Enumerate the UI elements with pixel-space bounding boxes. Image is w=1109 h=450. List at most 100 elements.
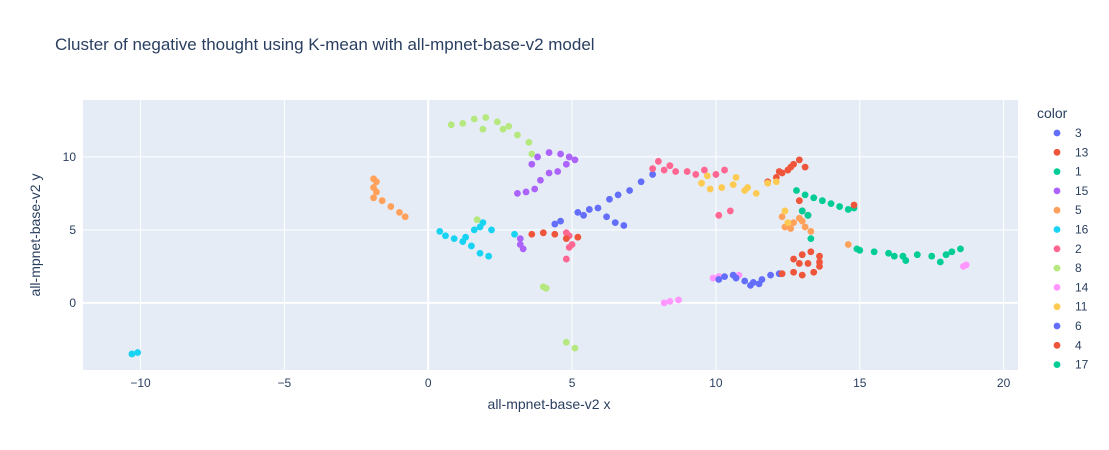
legend-item-14[interactable]: 14 [1053, 280, 1089, 294]
data-point [844, 241, 852, 248]
data-point [568, 241, 576, 248]
data-point [810, 194, 818, 202]
data-point [790, 268, 797, 276]
legend-item-3[interactable]: 3 [1053, 126, 1082, 140]
legend-marker [1053, 264, 1061, 272]
data-point [373, 178, 380, 186]
legend-marker [1053, 341, 1061, 349]
data-point [370, 194, 377, 202]
data-point [902, 257, 910, 264]
data-point [649, 171, 657, 178]
data-point [660, 166, 668, 174]
data-point [747, 281, 754, 289]
data-point [772, 178, 780, 186]
data-point [795, 260, 803, 267]
data-point [767, 271, 774, 279]
data-point [795, 156, 803, 164]
data-point [531, 185, 539, 193]
data-point [890, 252, 898, 260]
data-point [447, 121, 455, 129]
legend-item-13[interactable]: 13 [1053, 145, 1089, 159]
data-point [370, 184, 377, 191]
data-point [698, 179, 705, 187]
data-point [128, 350, 136, 358]
data-point [807, 235, 815, 243]
legend-item-2[interactable]: 2 [1053, 242, 1082, 256]
data-point [493, 118, 501, 126]
legend-label: 6 [1075, 319, 1082, 333]
legend-title: color [1037, 105, 1068, 121]
data-point [574, 233, 582, 241]
data-point [585, 206, 593, 213]
data-point [721, 273, 728, 280]
data-point [701, 166, 708, 174]
data-point [649, 165, 657, 172]
y-tick-labels: 0 5 10 [63, 150, 77, 310]
data-point [844, 206, 852, 213]
data-point [798, 251, 806, 259]
data-point [482, 114, 490, 121]
data-point [534, 153, 541, 161]
series-17 [853, 245, 964, 266]
legend-marker [1053, 322, 1061, 330]
data-point [470, 226, 478, 234]
data-point [571, 156, 579, 164]
legend-item-6[interactable]: 6 [1053, 319, 1082, 333]
series-15 [514, 149, 579, 253]
legend-item-8[interactable]: 8 [1053, 261, 1082, 275]
legend-label: 13 [1075, 145, 1089, 159]
data-point [718, 184, 726, 191]
data-point [675, 296, 682, 304]
data-point [401, 213, 409, 221]
data-point [511, 230, 518, 238]
data-point [827, 200, 835, 208]
x-tick-labels: −10 −5 0 5 10 15 20 [130, 376, 1010, 390]
legend-item-16[interactable]: 16 [1053, 223, 1089, 237]
legend-item-4[interactable]: 4 [1053, 338, 1082, 352]
data-point [781, 207, 789, 215]
data-point [816, 258, 823, 266]
data-point [450, 235, 458, 243]
legend-marker [1053, 168, 1061, 176]
data-point [614, 191, 622, 199]
data-point [574, 208, 582, 216]
data-point [729, 271, 737, 279]
legend-item-17[interactable]: 17 [1053, 358, 1089, 372]
data-point [562, 255, 570, 263]
grid-lines [83, 100, 1018, 370]
data-point [594, 204, 602, 212]
y-tick-label: 0 [69, 296, 76, 310]
data-point [790, 255, 797, 263]
data-point [804, 211, 812, 219]
data-point [459, 119, 467, 127]
data-point [715, 211, 723, 219]
series-14 [660, 261, 970, 307]
x-tick-label: 0 [425, 376, 432, 390]
data-point [793, 187, 800, 194]
data-point [942, 251, 950, 259]
data-point [528, 150, 536, 158]
data-point [775, 168, 783, 175]
data-point [476, 249, 484, 257]
legend-marker [1053, 187, 1061, 195]
data-point [554, 168, 562, 175]
data-point [479, 219, 487, 226]
legend-label: 8 [1075, 261, 1082, 275]
data-point [692, 171, 700, 178]
data-point [683, 168, 691, 175]
legend-item-11[interactable]: 11 [1053, 300, 1088, 314]
data-point [473, 216, 481, 224]
data-point [836, 203, 844, 210]
data-point [807, 227, 815, 235]
legend-item-1[interactable]: 1 [1053, 165, 1082, 179]
data-point [522, 188, 530, 196]
legend-item-15[interactable]: 15 [1053, 184, 1089, 198]
legend-item-5[interactable]: 5 [1053, 203, 1082, 217]
series-5 [370, 175, 852, 248]
data-point [499, 125, 507, 133]
data-point [721, 166, 728, 174]
legend-label: 1 [1075, 165, 1082, 179]
series-3 [551, 171, 657, 229]
y-tick-label: 5 [69, 223, 76, 237]
data-point [672, 168, 680, 175]
